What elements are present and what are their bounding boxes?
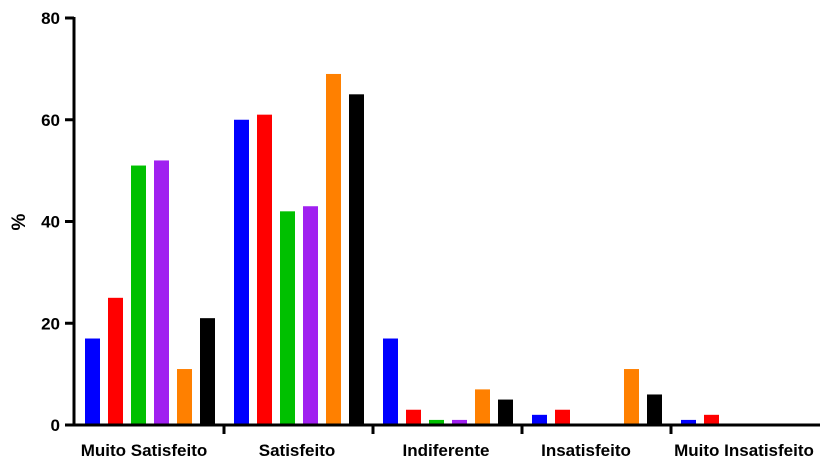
bar-2-5 [498,399,513,425]
bar-4-0 [681,419,696,425]
bar-1-0 [234,119,249,425]
category-label-2: Indiferente [403,441,490,460]
category-label-4: Muito Insatisfeito [674,441,814,460]
bar-4-1 [704,414,719,425]
bar-2-3 [452,419,467,425]
category-label-1: Satisfeito [259,441,336,460]
category-label-3: Insatisfeito [541,441,631,460]
bar-2-1 [406,409,421,425]
bar-0-0 [85,338,100,425]
bar-3-0 [532,414,547,425]
bar-1-2 [280,211,295,425]
bar-1-4 [326,73,341,426]
bar-3-4 [624,369,639,425]
bar-0-4 [177,369,192,425]
y-tick-label-0: 0 [51,416,60,435]
bar-0-3 [154,160,169,425]
bar-1-1 [257,114,272,425]
bar-3-1 [555,409,570,425]
y-tick-label-40: 40 [41,213,60,232]
y-tick-label-60: 60 [41,111,60,130]
bars-group [85,73,719,426]
bar-2-0 [383,338,398,425]
bar-0-1 [108,297,123,425]
bar-0-2 [131,165,146,425]
bar-2-2 [429,419,444,425]
axes-group: 0 20 40 60 80 Muito Satisfeito Satisfeito Indif… [41,9,820,460]
y-tick-label-20: 20 [41,314,60,333]
y-tick-label-80: 80 [41,9,60,28]
y-axis-label: % [9,213,30,230]
bar-1-3 [303,206,318,425]
bar-0-5 [200,318,215,425]
bar-3-5 [647,394,662,425]
bar-1-5 [349,94,364,425]
category-label-0: Muito Satisfeito [81,441,208,460]
bar-2-4 [475,389,490,425]
